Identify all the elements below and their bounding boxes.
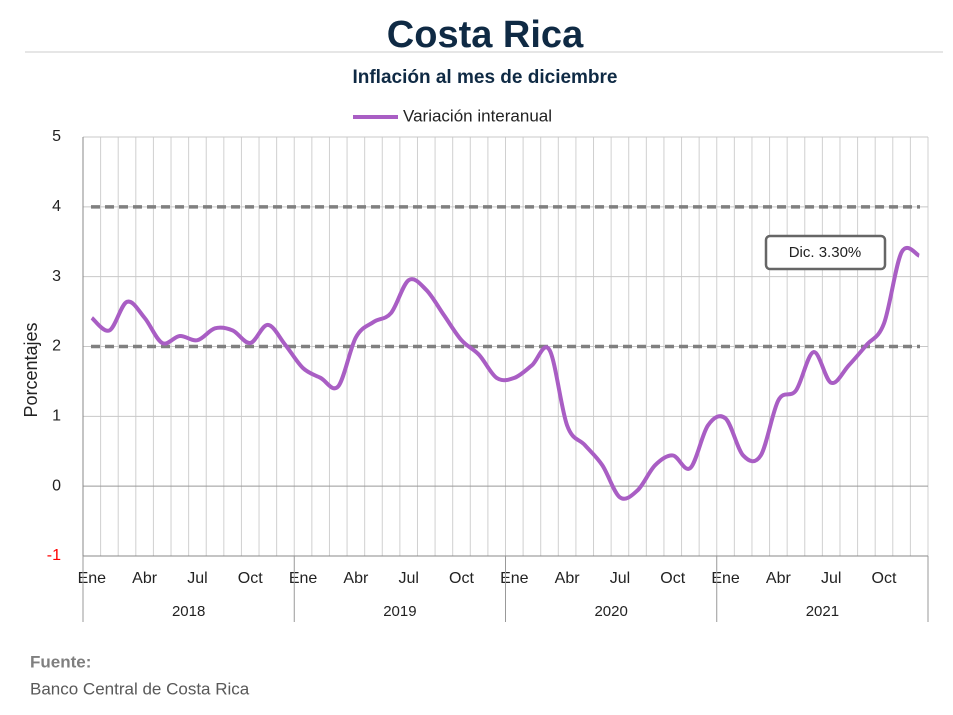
x-tick-label: Ene	[711, 570, 740, 587]
y-axis-label: Porcentajes	[21, 322, 41, 417]
annotation: Dic. 3.30%	[789, 244, 862, 261]
x-tick-label: Ene	[289, 570, 318, 587]
y-tick-label: 4	[52, 198, 61, 215]
x-tick-label: Jul	[821, 570, 841, 587]
y-tick-label: 0	[52, 477, 61, 494]
x-tick-label: Jul	[610, 570, 630, 587]
x-tick-label: Abr	[555, 570, 581, 587]
y-tick-label: 3	[52, 268, 61, 285]
y-tick-label: 5	[52, 128, 61, 145]
group-label: 2018	[172, 603, 205, 620]
source: Banco Central de Costa Rica	[30, 679, 250, 698]
x-tick-label: Ene	[78, 570, 107, 587]
group-label: 2021	[806, 603, 839, 620]
group-label: 2019	[383, 603, 416, 620]
x-tick-label: Oct	[872, 570, 897, 587]
x-tick-label: Jul	[187, 570, 207, 587]
legend-label: Variación interanual	[403, 106, 552, 125]
chart-subtitle: Inflación al mes de diciembre	[352, 67, 617, 88]
data-line	[90, 245, 921, 501]
source-title: Fuente:	[30, 652, 91, 671]
x-tick-label: Oct	[449, 570, 474, 587]
x-tick-label: Ene	[500, 570, 529, 587]
y-tick-label: 2	[52, 338, 61, 355]
chart-title: Costa Rica	[387, 14, 584, 56]
y-tick-label: -1	[47, 547, 61, 564]
group-label: 2020	[594, 603, 627, 620]
annotation-box	[764, 234, 887, 271]
x-tick-label: Abr	[766, 570, 792, 587]
x-tick-label: Jul	[398, 570, 418, 587]
x-tick-label: Oct	[660, 570, 685, 587]
x-tick-label: Abr	[132, 570, 158, 587]
y-tick-label: 1	[52, 408, 61, 425]
x-tick-label: Oct	[238, 570, 263, 587]
x-tick-label: Abr	[343, 570, 369, 587]
